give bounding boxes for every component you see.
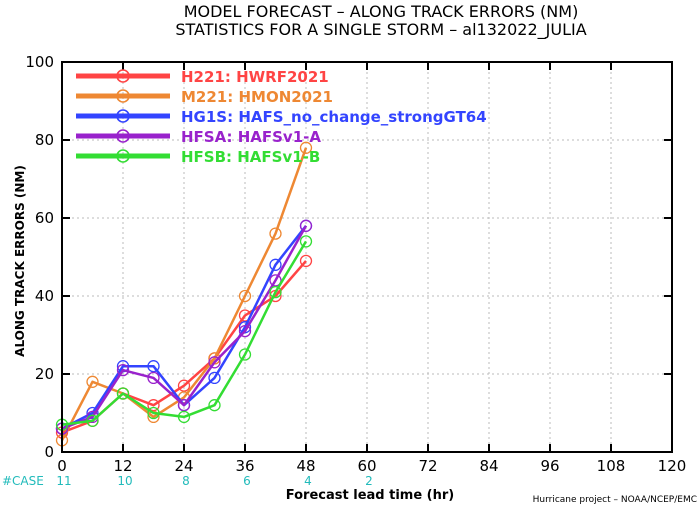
x-tick-label: 48 — [296, 457, 315, 475]
y-tick-label: 0 — [44, 443, 54, 461]
data-point — [299, 235, 313, 248]
series-line — [61, 225, 308, 430]
data-point — [147, 371, 160, 385]
data-point — [269, 227, 282, 240]
y-tick-label: 40 — [35, 287, 54, 305]
data-point — [208, 399, 221, 412]
y-tick-label: 100 — [25, 53, 54, 71]
series-layer — [55, 141, 313, 447]
data-point — [147, 410, 160, 424]
data-point — [116, 363, 130, 377]
legend-label: HFSB: HAFSv1-B — [181, 148, 320, 166]
data-point — [238, 289, 252, 303]
data-point — [208, 356, 221, 369]
legend-marker — [116, 149, 130, 163]
data-point — [177, 379, 191, 392]
x-tick-label: 60 — [357, 457, 376, 475]
data-point — [299, 219, 313, 232]
axis-layer: 0 12 24 36 48 60 72 84 96 108 120 0 20 40 60 80 100 — [25, 53, 686, 475]
legend: H221: HWRF2021 M221: HMON2021 HG1S: HAFS_n… — [76, 68, 487, 166]
case-count: 8 — [182, 474, 190, 488]
legend-marker — [116, 69, 130, 83]
data-point — [177, 399, 191, 412]
x-tick-label: 120 — [658, 457, 687, 475]
x-tick-label: 108 — [597, 457, 626, 475]
data-point — [269, 258, 282, 271]
legend-marker — [116, 129, 130, 143]
case-counts: 11 10 8 6 4 2 — [56, 474, 372, 488]
case-count: 10 — [117, 474, 132, 488]
data-point — [299, 254, 313, 268]
legend-label: HFSA: HAFSv1-A — [181, 128, 321, 146]
x-tick-label: 24 — [174, 457, 193, 475]
grid-layer — [62, 62, 672, 452]
credit-text: Hurricane project – NOAA/NCEP/EMC — [533, 495, 697, 505]
case-count: 11 — [56, 474, 71, 488]
data-point — [269, 285, 282, 299]
data-point — [86, 375, 99, 388]
data-point — [177, 410, 191, 424]
chart-title-line-2: STATISTICS FOR A SINGLE STORM – al132022… — [175, 20, 586, 40]
data-point — [208, 371, 221, 385]
data-point — [299, 141, 313, 154]
x-axis-label: Forecast lead time (hr) — [286, 488, 454, 503]
data-point — [147, 406, 160, 420]
data-point — [238, 324, 252, 338]
data-point — [238, 348, 252, 361]
series-line — [60, 147, 308, 441]
case-count: 6 — [243, 474, 251, 488]
legend-label: H221: HWRF2021 — [181, 68, 329, 86]
legend-label: M221: HMON2021 — [181, 88, 333, 106]
data-point — [147, 360, 160, 373]
x-tick-label: 72 — [418, 457, 437, 475]
data-point — [116, 387, 130, 400]
y-tick-label: 20 — [35, 365, 54, 383]
legend-marker — [116, 89, 130, 103]
case-count: 2 — [365, 474, 373, 488]
data-point — [86, 414, 99, 427]
y-tick-label: 60 — [35, 209, 54, 227]
y-tick-label: 80 — [35, 131, 54, 149]
series-line — [61, 240, 308, 426]
legend-label: HG1S: HAFS_no_change_strongGT64 — [181, 108, 487, 126]
x-tick-label: 36 — [235, 457, 254, 475]
chart-title-line-1: MODEL FORECAST – ALONG TRACK ERRORS (NM) — [184, 2, 579, 21]
y-axis-label: ALONG TRACK ERRORS (NM) — [13, 165, 27, 357]
x-tick-label: 12 — [113, 457, 132, 475]
case-count: 4 — [304, 474, 312, 488]
data-point — [269, 274, 282, 287]
data-point — [147, 399, 160, 412]
legend-marker — [116, 109, 130, 123]
case-label: #CASE — [2, 474, 44, 488]
x-tick-label: 84 — [479, 457, 498, 475]
x-tick-label: 96 — [540, 457, 559, 475]
data-point — [86, 406, 99, 420]
x-tick-label: 0 — [57, 457, 67, 475]
